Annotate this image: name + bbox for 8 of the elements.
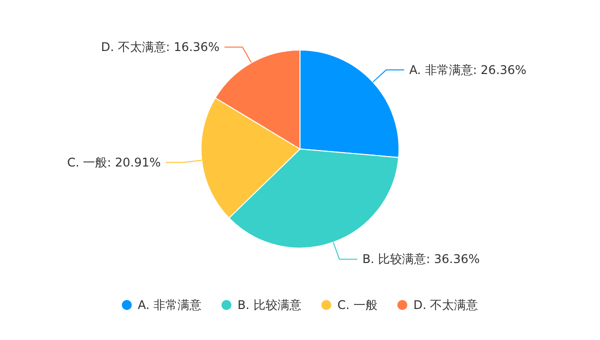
data-label: A. 非常满意: 26.36% — [409, 62, 526, 77]
data-label: D. 不太满意: 16.36% — [100, 40, 220, 54]
data-label: B. 比较满意: 36.36% — [362, 252, 480, 266]
legend-label: A. 非常满意 — [138, 298, 202, 312]
legend-label: B. 比较满意 — [237, 298, 302, 312]
data-label: C. 一般: 20.91% — [67, 155, 161, 170]
legend-label: C. 一般 — [337, 298, 378, 312]
legend-label: D. 不太满意 — [413, 298, 478, 312]
